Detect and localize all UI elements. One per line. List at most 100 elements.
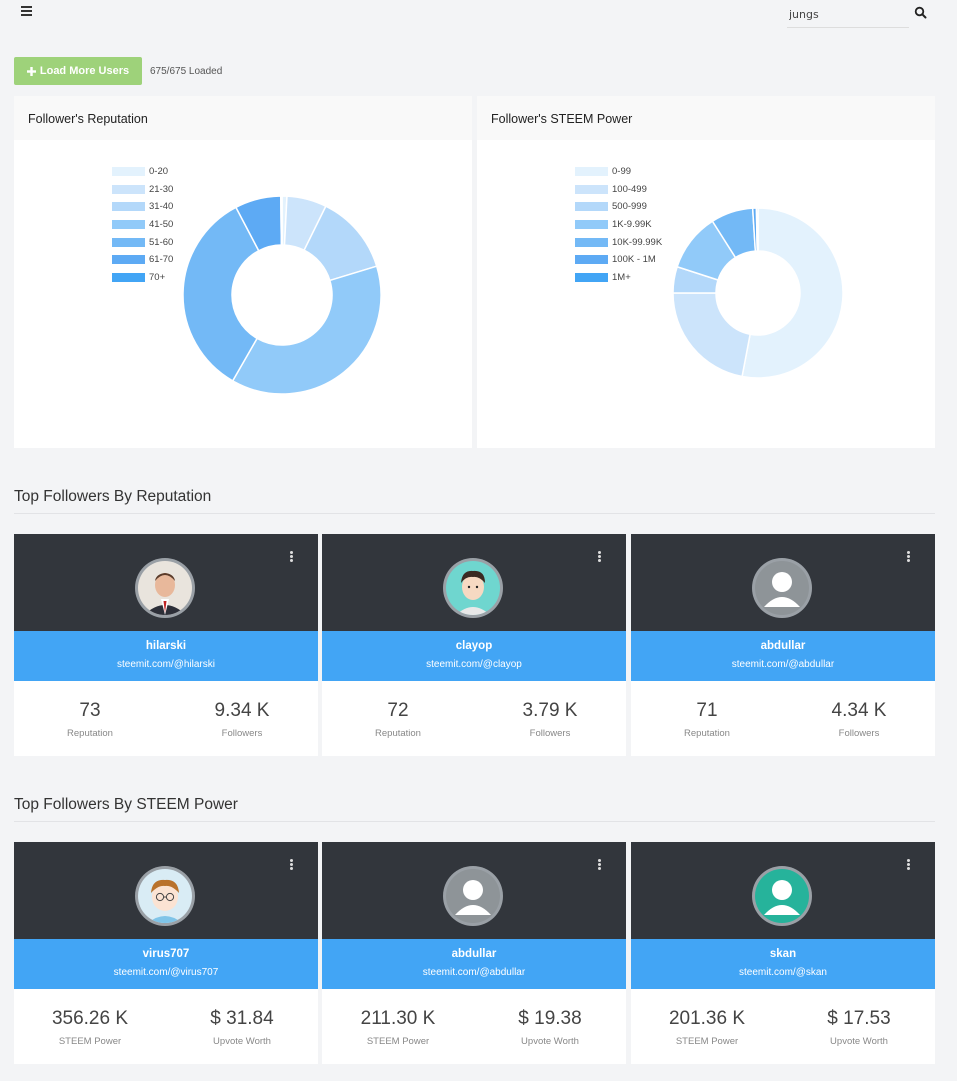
reputation-user-card: clayop steemit.com/@clayop 72 Reputation… <box>322 534 626 756</box>
username[interactable]: abdullar <box>451 948 497 960</box>
divider <box>14 513 935 514</box>
username[interactable]: skan <box>769 948 797 960</box>
stat-secondary: 4.34 K Followers <box>783 700 935 739</box>
legend-swatch <box>575 184 608 194</box>
steem-power-user-card: abdullar steemit.com/@abdullar 211.30 K … <box>322 842 626 1064</box>
stat-primary: 201.36 K STEEM Power <box>631 1008 783 1047</box>
profile-link[interactable]: steemit.com/@hilarski <box>117 659 215 670</box>
username[interactable]: hilarski <box>145 640 187 652</box>
profile-link[interactable]: steemit.com/@clayop <box>426 659 522 670</box>
legend-swatch <box>575 220 608 230</box>
reputation-user-card: abdullar steemit.com/@abdullar 71 Reputa… <box>631 534 935 756</box>
profile-link[interactable]: steemit.com/@abdullar <box>422 967 526 978</box>
profile-link[interactable]: steemit.com/@abdullar <box>731 659 835 670</box>
card-header <box>322 842 626 939</box>
avatar[interactable] <box>135 558 195 618</box>
reputation-chart-panel: Follower's Reputation 0-20 21-30 31-40 41-5… <box>14 96 472 448</box>
load-status: 675/675 Loaded <box>150 66 223 77</box>
man-in-suit-avatar-icon <box>138 561 192 615</box>
search-icon[interactable] <box>914 6 928 20</box>
steem-power-legend-item[interactable]: 1K-9.99K <box>575 216 662 234</box>
stat-secondary: $ 31.84 Upvote Worth <box>166 1008 318 1047</box>
legend-label: 100-499 <box>612 183 647 195</box>
stat-value: 3.79 K <box>522 700 578 721</box>
stat-primary: 73 Reputation <box>14 700 166 739</box>
load-more-users-button[interactable]: Load More Users <box>14 57 142 85</box>
avatar[interactable] <box>752 866 812 926</box>
default-teal-avatar-icon <box>755 869 809 923</box>
legend-swatch <box>112 237 145 247</box>
stat-value: 211.30 K <box>360 1008 436 1029</box>
legend-label: 1M+ <box>612 271 631 283</box>
legend-swatch <box>575 237 608 247</box>
stat-secondary: 3.79 K Followers <box>474 700 626 739</box>
legend-label: 70+ <box>149 271 166 283</box>
steem-power-legend: 0-99 100-499 500-999 1K-9.99K 10K-99.99K 100K… <box>575 163 662 286</box>
avatar[interactable] <box>752 558 812 618</box>
legend-swatch <box>575 167 608 177</box>
cartoon-man-avatar-icon <box>446 561 500 615</box>
stat-label: Reputation <box>67 728 113 739</box>
more-options-icon[interactable] <box>290 551 294 563</box>
more-options-icon[interactable] <box>290 859 294 871</box>
profile-link[interactable]: steemit.com/@skan <box>739 967 827 978</box>
reputation-legend-item[interactable]: 51-60 <box>112 233 173 251</box>
steem-power-legend-item[interactable]: 10K-99.99K <box>575 233 662 251</box>
steem-power-slice-100-499[interactable] <box>672 292 752 378</box>
card-identity-band: clayop steemit.com/@clayop <box>322 631 626 681</box>
profile-link[interactable]: steemit.com/@virus707 <box>113 967 219 978</box>
reputation-legend-item[interactable]: 41-50 <box>112 216 173 234</box>
card-identity-band: hilarski steemit.com/@hilarski <box>14 631 318 681</box>
reputation-slice-41-50[interactable] <box>231 265 382 395</box>
card-identity-band: abdullar steemit.com/@abdullar <box>631 631 935 681</box>
steem-power-legend-item[interactable]: 500-999 <box>575 198 662 216</box>
username[interactable]: clayop <box>455 640 493 652</box>
reputation-legend-item[interactable]: 0-20 <box>112 163 173 181</box>
legend-label: 500-999 <box>612 201 647 213</box>
stat-label: Followers <box>221 728 263 739</box>
avatar[interactable] <box>443 866 503 926</box>
avatar[interactable] <box>135 866 195 926</box>
plus-icon <box>26 66 36 76</box>
more-options-icon[interactable] <box>907 859 911 871</box>
stat-secondary: $ 19.38 Upvote Worth <box>474 1008 626 1047</box>
username[interactable]: abdullar <box>760 640 806 652</box>
steem-power-slice-0-99[interactable] <box>741 207 844 379</box>
stat-primary: 211.30 K STEEM Power <box>322 1008 474 1047</box>
reputation-legend-item[interactable]: 21-30 <box>112 181 173 199</box>
steem-power-legend-item[interactable]: 100K - 1M <box>575 251 662 269</box>
reputation-slice-51-60[interactable] <box>182 206 260 382</box>
more-options-icon[interactable] <box>907 551 911 563</box>
reputation-section-title: Top Followers By Reputation <box>14 488 212 505</box>
menu-icon[interactable] <box>21 6 33 18</box>
steem-power-legend-item[interactable]: 0-99 <box>575 163 662 181</box>
steem-power-legend-item[interactable]: 1M+ <box>575 269 662 287</box>
legend-label: 21-30 <box>149 183 174 195</box>
stat-value: 9.34 K <box>214 700 270 721</box>
reputation-legend-item[interactable]: 61-70 <box>112 251 173 269</box>
more-options-icon[interactable] <box>598 551 602 563</box>
steem-power-donut-chart <box>672 207 844 379</box>
stat-value: 201.36 K <box>668 1008 746 1029</box>
avatar[interactable] <box>443 558 503 618</box>
reputation-legend-item[interactable]: 70+ <box>112 269 173 287</box>
stat-value: $ 17.53 <box>827 1008 891 1029</box>
legend-swatch <box>112 167 145 177</box>
steem-power-legend-item[interactable]: 100-499 <box>575 181 662 199</box>
stat-value: $ 19.38 <box>518 1008 582 1029</box>
stat-value: $ 31.84 <box>210 1008 274 1029</box>
search-input[interactable] <box>787 2 909 28</box>
legend-label: 0-20 <box>149 166 169 178</box>
reputation-user-card: hilarski steemit.com/@hilarski 73 Reputa… <box>14 534 318 756</box>
username[interactable]: virus707 <box>142 948 190 960</box>
divider <box>14 821 935 822</box>
card-header <box>14 534 318 631</box>
legend-swatch <box>112 202 145 212</box>
reputation-legend-item[interactable]: 31-40 <box>112 198 173 216</box>
legend-label: 0-99 <box>612 166 632 178</box>
steem-power-slice-1M-[interactable] <box>755 207 759 252</box>
reputation-slice-70-[interactable] <box>279 195 283 246</box>
stat-secondary: 9.34 K Followers <box>166 700 318 739</box>
stat-label: STEEM Power <box>58 1036 122 1047</box>
more-options-icon[interactable] <box>598 859 602 871</box>
